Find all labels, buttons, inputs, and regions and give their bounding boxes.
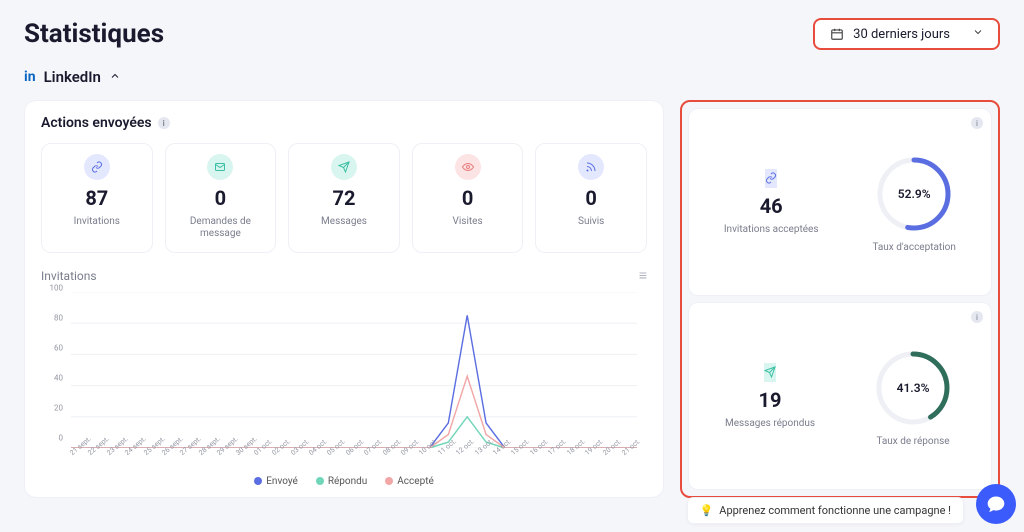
chat-button[interactable] (976, 484, 1016, 524)
y-tick: 60 (54, 344, 63, 353)
y-tick: 0 (59, 434, 64, 443)
send-icon (331, 154, 357, 180)
chevron-down-icon (972, 26, 984, 42)
link-icon (765, 169, 777, 188)
kpi-card: i 46 Invitations acceptées 52.9% Taux d'… (688, 108, 992, 296)
chart-menu-icon[interactable]: ≡ (639, 267, 647, 284)
y-tick: 100 (50, 284, 64, 293)
help-tip[interactable]: 💡 Apprenez comment fonctionne une campag… (687, 497, 964, 524)
stat-label: Messages (321, 216, 367, 228)
y-tick: 20 (54, 404, 63, 413)
calendar-icon (829, 26, 845, 42)
bulb-icon: 💡 (700, 504, 714, 517)
help-tip-label: Apprenez comment fonctionne une campagne… (719, 504, 951, 517)
stat-value: 72 (333, 186, 356, 210)
kpi-rate-label: Taux d'acceptation (872, 242, 955, 253)
gauge-percent: 52.9% (898, 187, 931, 201)
platform-name: LinkedIn (44, 68, 101, 86)
kpi-label: Messages répondus (725, 418, 815, 429)
chat-icon (986, 494, 1006, 514)
stat-card-visites[interactable]: 0 Visites (412, 143, 524, 253)
legend-item: Répondu (316, 476, 367, 487)
invitations-chart: 100806040200 (41, 288, 647, 448)
stat-value: 0 (462, 186, 473, 210)
stat-label: Invitations (74, 216, 120, 228)
date-range-label: 30 derniers jours (853, 27, 950, 42)
y-tick: 40 (54, 374, 63, 383)
kpi-value: 46 (760, 194, 783, 218)
stat-card-demandes-de-message[interactable]: 0 Demandes de message (165, 143, 277, 253)
gauge: 52.9% (872, 152, 956, 236)
actions-panel: Actions envoyées i 87 Invitations 0 Dema… (24, 100, 664, 498)
y-tick: 80 (54, 314, 63, 323)
kpi-panel: i 46 Invitations acceptées 52.9% Taux d'… (680, 100, 1000, 498)
stat-label: Visites (453, 216, 483, 228)
eye-icon (455, 154, 481, 180)
gauge: 41.3% (871, 346, 955, 430)
stat-label: Demandes de message (172, 216, 270, 240)
linkedin-icon: in (24, 69, 36, 85)
info-icon[interactable]: i (158, 117, 170, 129)
stat-value: 87 (85, 186, 108, 210)
info-icon[interactable]: i (971, 117, 983, 129)
date-range-selector[interactable]: 30 derniers jours (813, 18, 1000, 50)
gauge-percent: 41.3% (897, 381, 930, 395)
stat-card-suivis[interactable]: 0 Suivis (535, 143, 647, 253)
page-title: Statistiques (24, 19, 164, 49)
kpi-card: i 19 Messages répondus 41.3% Taux de rép… (688, 302, 992, 490)
send-icon (764, 363, 776, 382)
stat-card-messages[interactable]: 72 Messages (288, 143, 400, 253)
chart-title: Invitations (41, 269, 97, 283)
envelope-icon (207, 154, 233, 180)
stat-label: Suivis (578, 216, 604, 228)
actions-title: Actions envoyées (41, 115, 152, 131)
stat-value: 0 (215, 186, 226, 210)
stat-value: 0 (585, 186, 596, 210)
info-icon[interactable]: i (971, 311, 983, 323)
kpi-rate-label: Taux de réponse (876, 436, 949, 447)
link-icon (84, 154, 110, 180)
rss-icon (578, 154, 604, 180)
chevron-up-icon (109, 68, 121, 86)
legend-item: Accepté (385, 476, 433, 487)
platform-header[interactable]: in LinkedIn (24, 68, 1000, 86)
legend-item: Envoyé (254, 476, 298, 487)
stat-card-invitations[interactable]: 87 Invitations (41, 143, 153, 253)
kpi-label: Invitations acceptées (724, 224, 819, 235)
kpi-value: 19 (759, 388, 782, 412)
